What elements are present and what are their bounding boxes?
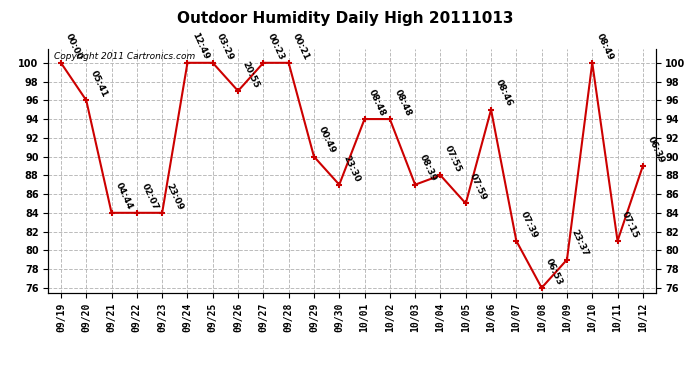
Text: 07:55: 07:55: [443, 144, 463, 174]
Text: 07:39: 07:39: [519, 210, 539, 240]
Text: 12:49: 12:49: [190, 32, 210, 62]
Text: 08:39: 08:39: [417, 153, 438, 183]
Text: 08:48: 08:48: [367, 88, 387, 118]
Text: 07:59: 07:59: [469, 172, 489, 202]
Text: Outdoor Humidity Daily High 20111013: Outdoor Humidity Daily High 20111013: [177, 11, 513, 26]
Text: Copyright 2011 Cartronics.com: Copyright 2011 Cartronics.com: [55, 53, 196, 62]
Text: 23:30: 23:30: [342, 154, 362, 183]
Text: 07:15: 07:15: [620, 210, 640, 240]
Text: 23:09: 23:09: [165, 182, 185, 212]
Text: 08:49: 08:49: [595, 32, 615, 62]
Text: 23:37: 23:37: [569, 228, 590, 258]
Text: 20:55: 20:55: [241, 60, 261, 90]
Text: 04:44: 04:44: [114, 182, 135, 212]
Text: 08:48: 08:48: [393, 88, 413, 118]
Text: 00:21: 00:21: [291, 32, 311, 62]
Text: 00:23: 00:23: [266, 32, 286, 62]
Text: 00:00: 00:00: [63, 32, 83, 62]
Text: 08:46: 08:46: [493, 78, 514, 108]
Text: 05:41: 05:41: [89, 69, 109, 99]
Text: 00:49: 00:49: [317, 125, 337, 155]
Text: 06:53: 06:53: [544, 257, 564, 286]
Text: 02:07: 02:07: [139, 182, 159, 212]
Text: 06:39: 06:39: [645, 135, 666, 165]
Text: 03:29: 03:29: [215, 32, 235, 62]
